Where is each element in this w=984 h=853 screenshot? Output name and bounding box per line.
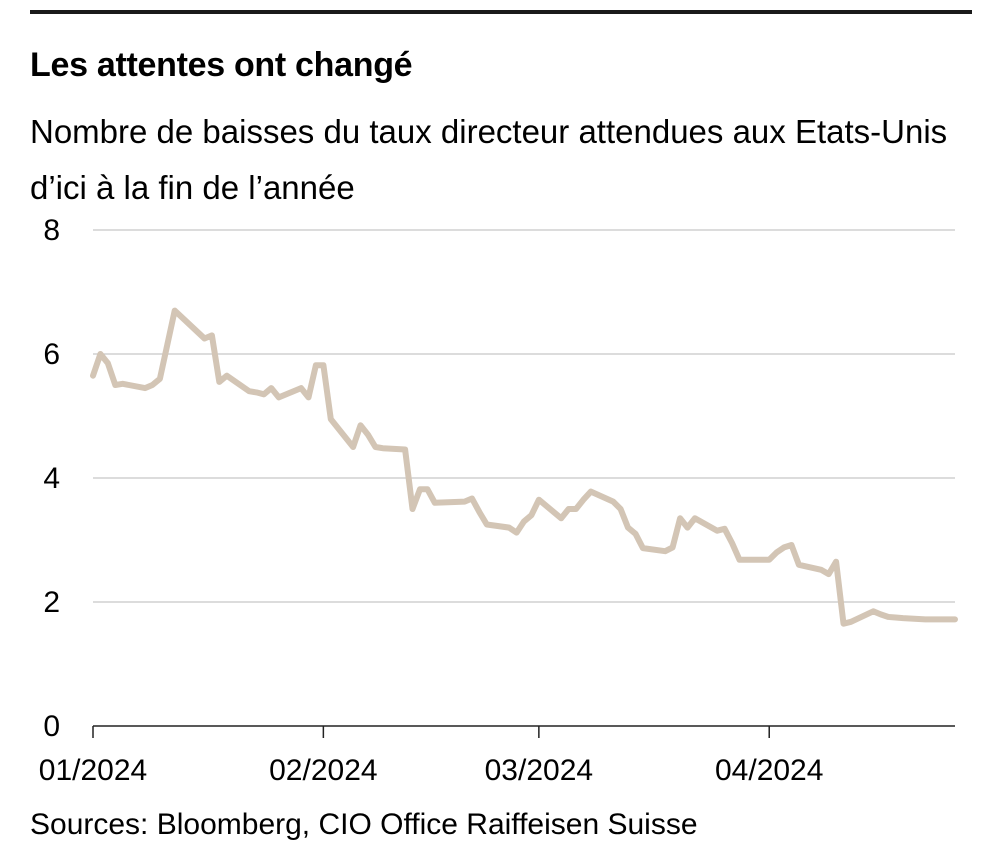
top-rule <box>30 10 972 14</box>
source-note: Sources: Bloomberg, CIO Office Raiffeise… <box>30 808 698 841</box>
grid-layer <box>93 229 955 603</box>
y-tick-label: 8 <box>43 214 60 247</box>
y-tick-label: 0 <box>43 710 60 743</box>
x-tick-label: 04/2024 <box>715 754 823 787</box>
chart-title: Les attentes ont changé <box>30 46 413 84</box>
x-tick-label: 01/2024 <box>39 754 147 787</box>
label-layer: 0 2 4 6 8 01/2024 02/2024 03/2024 04/2024 <box>39 214 824 787</box>
y-tick-label: 4 <box>43 462 60 495</box>
x-tick-label: 03/2024 <box>485 754 593 787</box>
y-tick-label: 6 <box>43 338 60 371</box>
series-layer <box>90 307 958 627</box>
x-tick-label: 02/2024 <box>269 754 377 787</box>
y-tick-label: 2 <box>43 586 60 619</box>
series-line <box>90 307 958 627</box>
axis-layer <box>92 725 955 738</box>
chart-subtitle: Nombre de baisses du taux directeur atte… <box>30 113 948 206</box>
